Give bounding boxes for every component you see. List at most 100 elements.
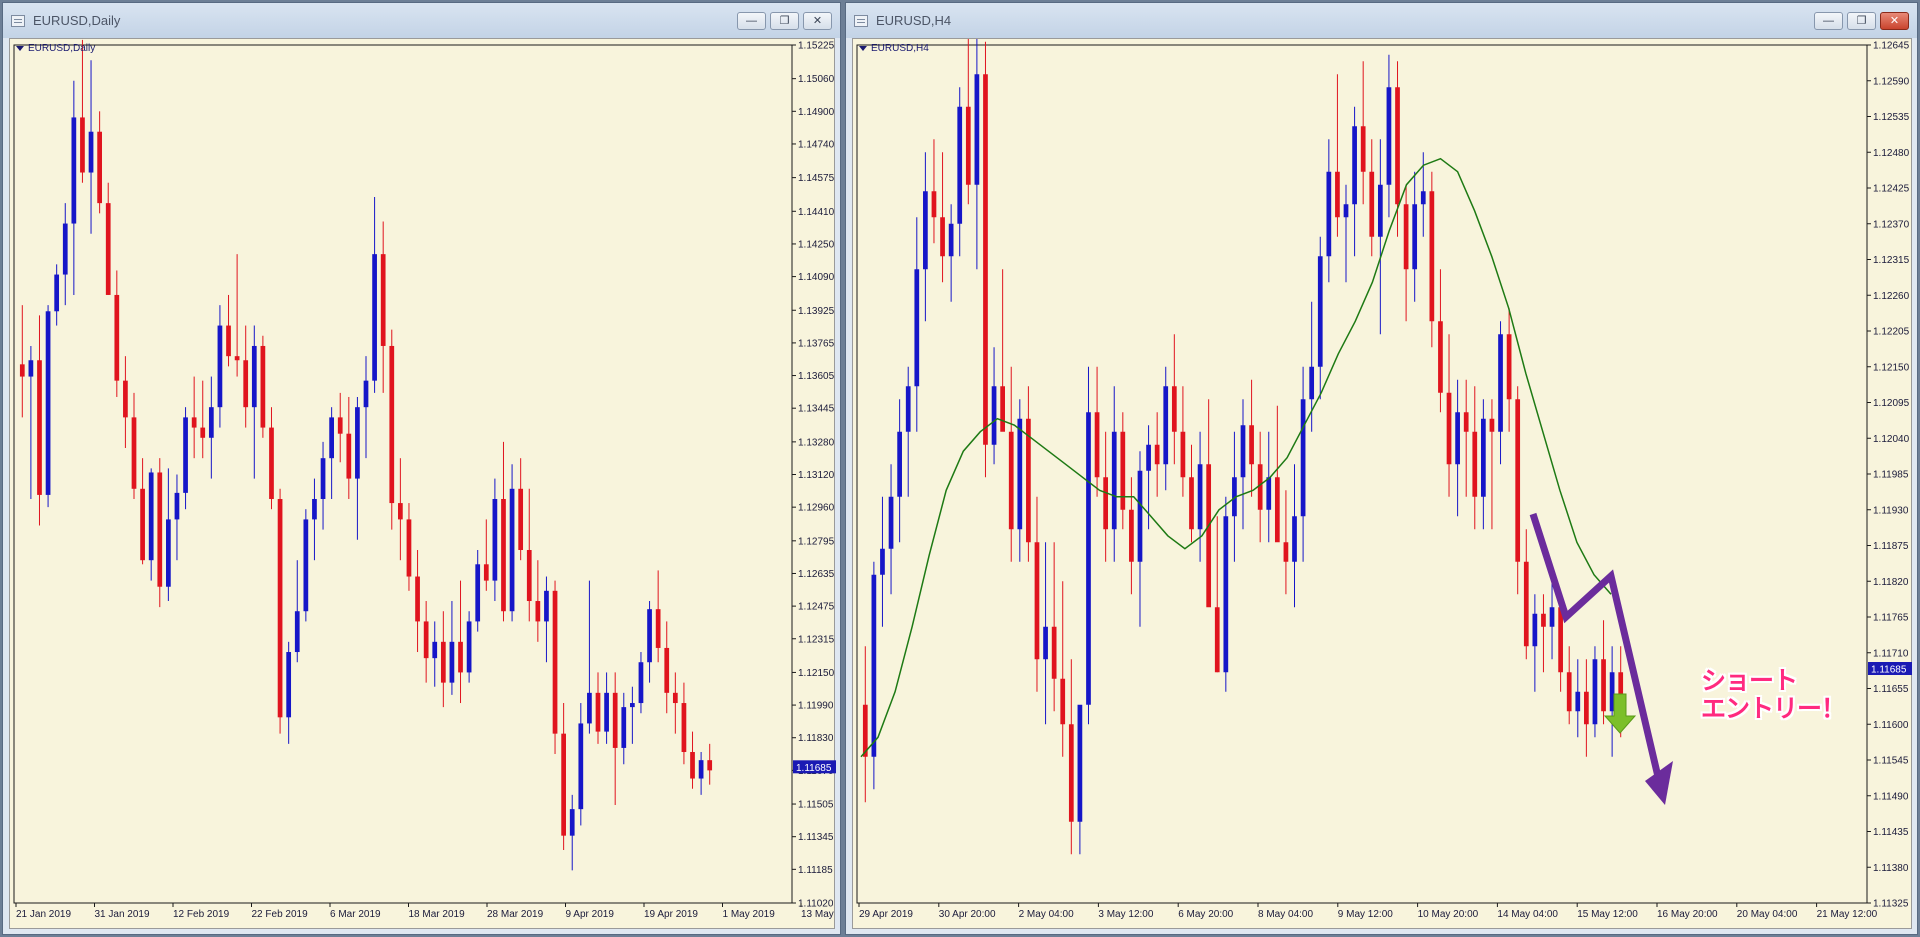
candle-body (1000, 386, 1006, 432)
h4-chart-window[interactable]: EURUSD,H4 — ❐ ✕ 1.12645 1.12590 1.12535 1.1… (845, 2, 1918, 935)
daily-chart-symbol-label[interactable]: EURUSD,Daily (16, 43, 95, 54)
candle-body (1601, 659, 1606, 712)
price-axis-label: 1.11655 (1873, 684, 1909, 695)
zigzag-arrowhead (1645, 761, 1673, 805)
candle-body (277, 498, 283, 718)
restore-button[interactable]: ❐ (770, 12, 799, 30)
candle-body (54, 274, 60, 312)
minimize-button[interactable]: — (1814, 12, 1843, 30)
candle-body (948, 223, 954, 257)
price-axis-label: 1.12635 (798, 569, 835, 580)
candle-body (638, 662, 644, 704)
candle-body (931, 191, 937, 218)
time-axis-label: 19 Apr 2019 (644, 909, 698, 920)
candle-body (1541, 613, 1546, 627)
close-button[interactable]: ✕ (1880, 12, 1909, 30)
minimize-button[interactable]: — (737, 12, 766, 30)
time-axis-label: 16 May 20:00 (1657, 909, 1718, 920)
time-axis-label: 9 May 12:00 (1338, 909, 1393, 920)
h4-window-titlebar[interactable]: EURUSD,H4 — ❐ ✕ (846, 3, 1917, 38)
candle-body (303, 519, 309, 612)
candle-body (140, 488, 145, 561)
time-axis-label: 21 May 12:00 (1817, 909, 1878, 920)
candle-body (1086, 412, 1091, 705)
time-axis-label: 9 Apr 2019 (566, 909, 615, 920)
price-axis-label: 1.11985 (1873, 470, 1909, 481)
price-axis-label: 1.15060 (798, 74, 835, 85)
current-price-label: 1.11685 (796, 763, 832, 774)
price-axis-label: 1.11490 (1873, 791, 1909, 802)
candle-body (940, 217, 945, 257)
candle-body (1335, 171, 1340, 218)
candle-body (243, 360, 249, 408)
annotation-line-2: エントリー！ (1701, 694, 1846, 723)
price-axis-label: 1.12315 (798, 634, 835, 645)
price-axis-label: 1.14575 (798, 173, 835, 184)
price-axis-label: 1.11820 (1873, 577, 1909, 588)
candle-body (1343, 204, 1349, 218)
candle-body (1240, 425, 1246, 478)
daily-window-titlebar[interactable]: EURUSD,Daily — ❐ ✕ (3, 3, 840, 38)
candle-body (449, 641, 455, 683)
candle-body (286, 652, 292, 718)
h4-chart-symbol-label[interactable]: EURUSD,H4 (859, 43, 929, 54)
price-axis-label: 1.11930 (1873, 505, 1909, 516)
candle-body (604, 692, 609, 732)
price-axis-label: 1.12795 (798, 536, 835, 547)
candle-body (595, 692, 601, 732)
time-axis-label: 13 May 2019 (801, 909, 836, 920)
price-axis-label: 1.12260 (1873, 291, 1910, 302)
daily-chart-area[interactable]: 1.15225 1.15060 1.14900 1.14740 1.14575 1.144… (9, 38, 836, 930)
candle-body (690, 752, 695, 779)
candle-body (1214, 607, 1220, 673)
candle-body (389, 345, 395, 504)
candle-body (1506, 334, 1512, 400)
candle-body (1026, 418, 1031, 543)
candle-body (1197, 464, 1203, 530)
candle-body (208, 407, 214, 438)
candle-body (1386, 87, 1392, 185)
candle-body (157, 472, 163, 587)
candle-body (965, 106, 971, 185)
candle-body (509, 488, 515, 612)
price-axis-label: 1.13280 (798, 437, 835, 448)
price-axis-label: 1.11765 (1873, 613, 1909, 624)
candle-body (148, 472, 154, 561)
candle-body (372, 254, 377, 381)
close-button[interactable]: ✕ (803, 12, 832, 30)
candle-body (888, 496, 894, 549)
candle-body (1515, 399, 1521, 562)
price-axis-label: 1.12150 (798, 668, 835, 679)
price-axis-label: 1.12645 (1873, 41, 1910, 52)
daily-candlestick-chart[interactable]: 1.15225 1.15060 1.14900 1.14740 1.14575 1.144… (10, 39, 836, 930)
candle-body (62, 223, 68, 275)
candle-body (234, 356, 240, 361)
candle-body (355, 407, 360, 479)
current-price-marker (793, 760, 836, 774)
candle-body (905, 386, 911, 432)
dropdown-triangle-icon (16, 45, 24, 51)
candle-body (166, 519, 171, 587)
candle-body (630, 703, 635, 708)
candle-body (415, 576, 420, 622)
time-axis-label: 10 May 20:00 (1418, 909, 1479, 920)
candle-body (28, 360, 34, 377)
price-axis-label: 1.14090 (798, 272, 835, 283)
candle-body (320, 458, 326, 499)
candle-body (1077, 704, 1083, 822)
daily-chart-window[interactable]: EURUSD,Daily — ❐ ✕ 1.15225 1.15060 1.14900… (2, 2, 841, 935)
candle-body (1017, 418, 1023, 530)
price-axis-label: 1.13445 (798, 404, 835, 415)
candle-body (501, 498, 506, 612)
candle-body (672, 692, 678, 704)
price-axis-label: 1.15225 (798, 41, 835, 52)
candle-body (45, 311, 51, 495)
candle-body (1455, 412, 1460, 465)
restore-button[interactable]: ❐ (1847, 12, 1876, 30)
candle-body (114, 294, 120, 381)
candle-body (1137, 470, 1143, 562)
candle-body (466, 621, 472, 673)
price-axis-label: 1.11380 (1873, 863, 1909, 874)
h4-candlestick-chart[interactable]: 1.12645 1.12590 1.12535 1.12480 1.12425 1.123… (853, 39, 1913, 930)
h4-chart-area[interactable]: 1.12645 1.12590 1.12535 1.12480 1.12425 1.123… (852, 38, 1912, 929)
